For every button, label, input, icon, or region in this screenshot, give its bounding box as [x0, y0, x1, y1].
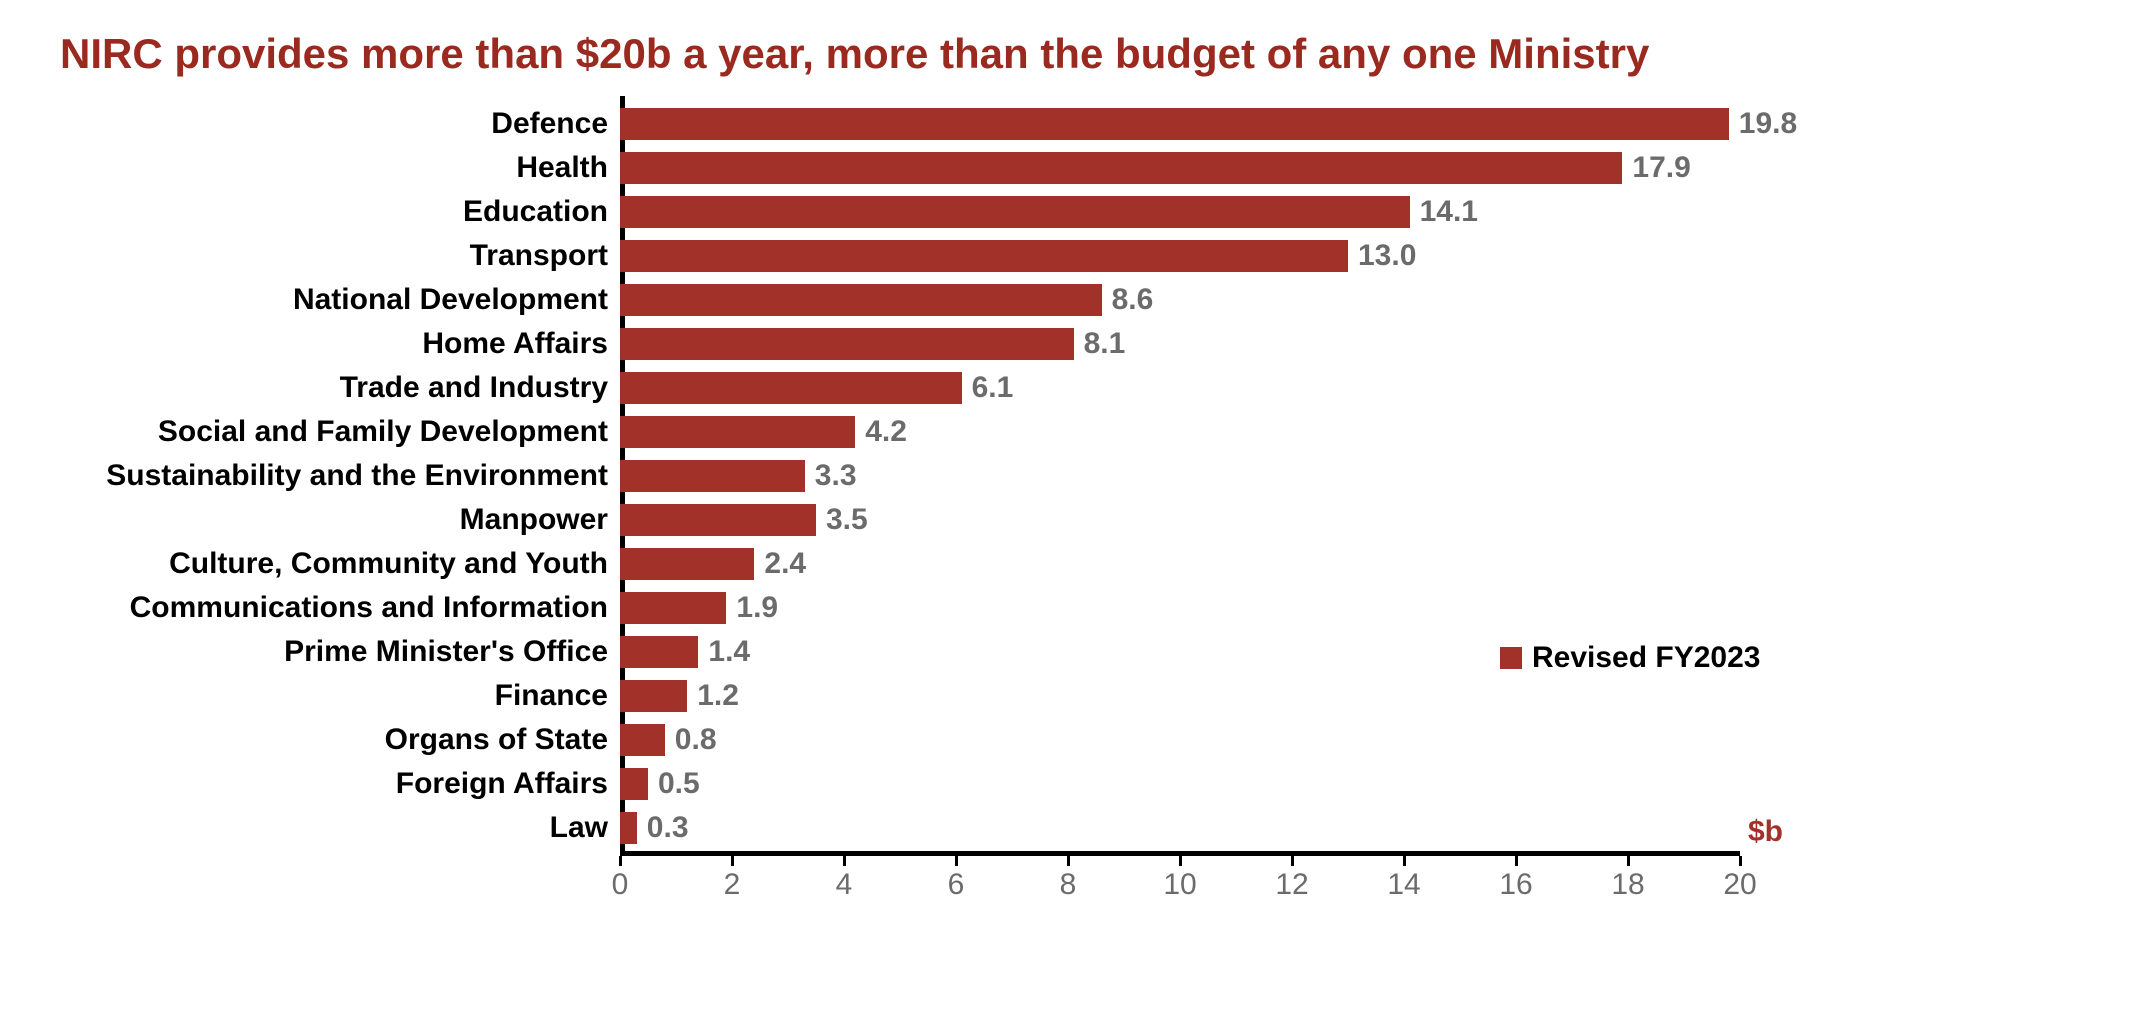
x-tick-label: 0: [612, 868, 629, 902]
category-label: Foreign Affairs: [396, 762, 620, 806]
value-label: 1.9: [726, 592, 778, 624]
category-label: Home Affairs: [422, 322, 620, 366]
bar: 4.2: [620, 416, 855, 448]
bar-row: Social and Family Development4.2: [620, 410, 1740, 454]
x-tick-mark: [1179, 856, 1182, 866]
value-label: 2.4: [754, 548, 806, 580]
x-tick-mark: [955, 856, 958, 866]
bar: 3.3: [620, 460, 805, 492]
x-tick-label: 10: [1163, 868, 1196, 902]
value-label: 19.8: [1729, 108, 1797, 140]
category-label: Culture, Community and Youth: [169, 542, 620, 586]
x-tick-label: 2: [724, 868, 741, 902]
bar-row: Defence19.8: [620, 102, 1740, 146]
category-label: Finance: [495, 674, 620, 718]
value-label: 13.0: [1348, 240, 1416, 272]
value-label: 4.2: [855, 416, 907, 448]
value-label: 1.2: [687, 680, 739, 712]
bar-row: Manpower3.5: [620, 498, 1740, 542]
x-tick-mark: [1291, 856, 1294, 866]
bar-row: Trade and Industry6.1: [620, 366, 1740, 410]
category-label: Defence: [491, 102, 620, 146]
category-label: Education: [463, 190, 620, 234]
bar-row: Sustainability and the Environment3.3: [620, 454, 1740, 498]
x-tick-label: 14: [1387, 868, 1420, 902]
bar-row: Finance1.2: [620, 674, 1740, 718]
value-label: 0.8: [665, 724, 717, 756]
category-label: Transport: [470, 234, 620, 278]
x-tick-mark: [843, 856, 846, 866]
value-label: 3.5: [816, 504, 868, 536]
bar: 0.8: [620, 724, 665, 756]
bar-chart: $b Defence19.8Health17.9Education14.1Tra…: [60, 96, 2140, 936]
x-tick-mark: [1515, 856, 1518, 866]
category-label: Communications and Information: [130, 586, 620, 630]
x-tick-mark: [1627, 856, 1630, 866]
value-label: 17.9: [1622, 152, 1690, 184]
bar: 1.4: [620, 636, 698, 668]
bar: 1.9: [620, 592, 726, 624]
value-label: 0.3: [637, 812, 689, 844]
value-label: 14.1: [1410, 196, 1478, 228]
bar: 19.8: [620, 108, 1729, 140]
bar-row: Organs of State0.8: [620, 718, 1740, 762]
x-tick-mark: [1403, 856, 1406, 866]
x-tick-mark: [1739, 856, 1742, 866]
chart-title: NIRC provides more than $20b a year, mor…: [60, 30, 2090, 78]
x-tick-mark: [619, 856, 622, 866]
legend: Revised FY2023: [1500, 641, 1760, 675]
x-tick-label: 20: [1723, 868, 1756, 902]
bar-row: Health17.9: [620, 146, 1740, 190]
x-axis-unit-label: $b: [1748, 815, 1783, 849]
bar: 0.5: [620, 768, 648, 800]
bar: 8.1: [620, 328, 1074, 360]
bar: 6.1: [620, 372, 962, 404]
category-label: Manpower: [460, 498, 620, 542]
value-label: 3.3: [805, 460, 857, 492]
category-label: Trade and Industry: [340, 366, 620, 410]
x-tick-label: 6: [948, 868, 965, 902]
x-tick-label: 12: [1275, 868, 1308, 902]
legend-swatch-icon: [1500, 647, 1522, 669]
bar: 0.3: [620, 812, 637, 844]
category-label: Law: [550, 806, 620, 850]
category-label: National Development: [293, 278, 620, 322]
bar-row: National Development8.6: [620, 278, 1740, 322]
bar-row: Law0.3: [620, 806, 1740, 850]
bar: 17.9: [620, 152, 1622, 184]
value-label: 8.6: [1102, 284, 1154, 316]
x-tick-label: 4: [836, 868, 853, 902]
value-label: 0.5: [648, 768, 700, 800]
x-tick-label: 18: [1611, 868, 1644, 902]
bar: 3.5: [620, 504, 816, 536]
category-label: Health: [516, 146, 620, 190]
bar: 2.4: [620, 548, 754, 580]
x-tick-mark: [731, 856, 734, 866]
chart-container: NIRC provides more than $20b a year, mor…: [0, 0, 2150, 1020]
legend-text: Revised FY2023: [1532, 641, 1760, 675]
value-label: 8.1: [1074, 328, 1126, 360]
category-label: Social and Family Development: [158, 410, 620, 454]
bar-row: Communications and Information1.9: [620, 586, 1740, 630]
bar: 1.2: [620, 680, 687, 712]
bar-row: Culture, Community and Youth2.4: [620, 542, 1740, 586]
bar-row: Home Affairs8.1: [620, 322, 1740, 366]
value-label: 6.1: [962, 372, 1014, 404]
bar-row: Education14.1: [620, 190, 1740, 234]
category-label: Prime Minister's Office: [284, 630, 620, 674]
bar-row: Foreign Affairs0.5: [620, 762, 1740, 806]
bar: 8.6: [620, 284, 1102, 316]
bar: 14.1: [620, 196, 1410, 228]
plot-area: $b Defence19.8Health17.9Education14.1Tra…: [620, 96, 1740, 856]
bar: 13.0: [620, 240, 1348, 272]
x-tick-label: 16: [1499, 868, 1532, 902]
value-label: 1.4: [698, 636, 750, 668]
bar-row: Transport13.0: [620, 234, 1740, 278]
x-tick-label: 8: [1060, 868, 1077, 902]
category-label: Organs of State: [385, 718, 620, 762]
x-tick-mark: [1067, 856, 1070, 866]
category-label: Sustainability and the Environment: [106, 454, 620, 498]
